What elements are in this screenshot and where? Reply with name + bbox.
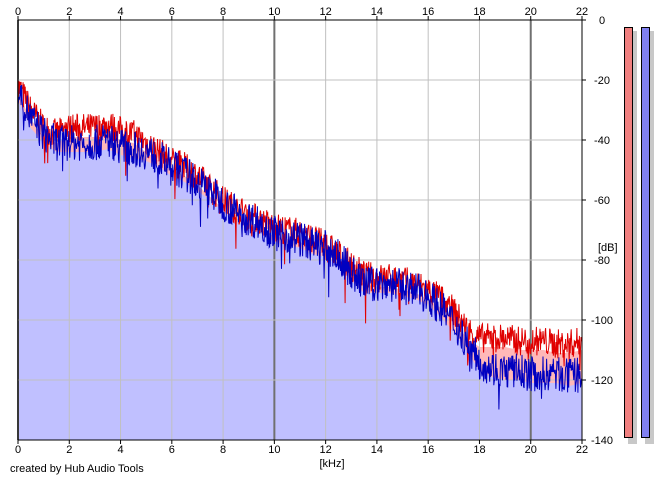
x-tick-label: 16 [422,6,434,18]
plot-frame [17,19,583,441]
plot-border [17,19,583,441]
right-channel-fill [18,101,582,440]
x-tick-label: 22 [576,6,588,18]
y-tick-label: -120 [591,375,613,387]
x-tick-label: 20 [525,6,537,18]
y-tick-label: -100 [591,315,613,327]
x-tick-label: 8 [220,444,226,456]
x-tick-labels-bottom: 0 2 4 6 8 10 12 14 16 18 20 22 [15,440,588,456]
x-tick-label: 4 [117,6,123,18]
x-tick-label: 6 [169,6,175,18]
x-tick-label: 10 [268,444,280,456]
y-tick-label: -80 [594,255,610,267]
y-tick-label: -40 [594,135,610,147]
x-tick-label: 8 [220,6,226,18]
right-level-meter [641,27,650,438]
y-tick-label: -60 [594,195,610,207]
x-tick-label: 14 [371,444,383,456]
right-channel-line [17,84,583,410]
x-axis-label: [kHz] [319,458,344,470]
x-tick-label: 0 [15,6,21,18]
x-tick-label: 12 [320,444,332,456]
y-tick-label: 0 [599,15,605,27]
y-axis-label: [dB] [598,242,618,254]
x-tick-label: 2 [66,444,72,456]
right-channel-area [18,101,582,440]
y-tick-label: -20 [594,75,610,87]
x-tick-label: 4 [117,444,123,456]
x-tick-label: 12 [320,6,332,18]
x-tick-label: 16 [422,444,434,456]
x-tick-labels-top: 0 2 4 6 8 10 12 14 16 18 20 22 [15,6,588,20]
x-tick-label: 22 [576,444,588,456]
x-tick-label: 6 [169,444,175,456]
y-tick-labels: 0 -20 -40 -60 -80 -100 -120 -140 [582,15,613,447]
x-tick-label: 10 [268,6,280,18]
x-tick-label: 18 [473,444,485,456]
y-tick-label: -140 [591,435,613,447]
left-level-meter [624,27,633,438]
x-tick-label: 14 [371,6,383,18]
credit-text: created by Hub Audio Tools [10,463,144,475]
x-tick-label: 18 [473,6,485,18]
x-tick-label: 20 [525,444,537,456]
x-tick-label: 2 [66,6,72,18]
right-channel-series [17,84,583,410]
x-tick-label: 0 [15,444,21,456]
